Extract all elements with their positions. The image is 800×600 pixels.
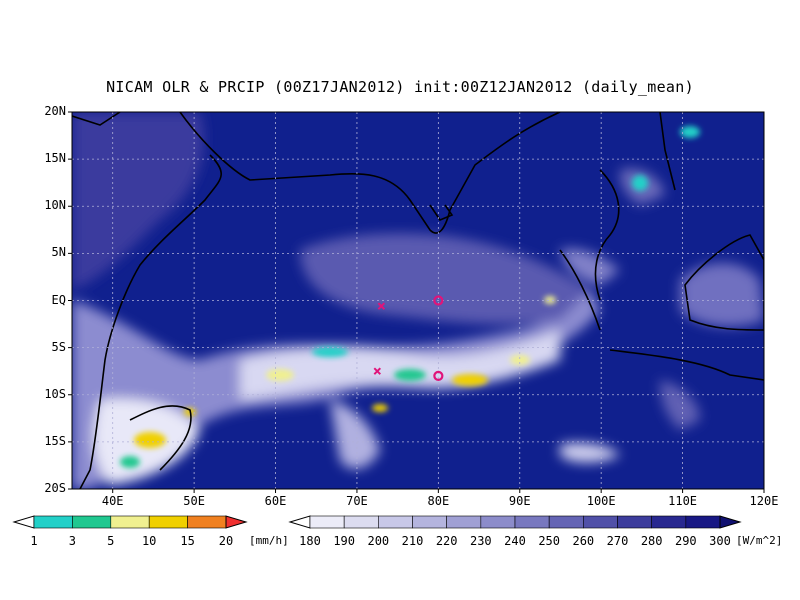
coastlines <box>72 112 764 489</box>
colorbar-label: 280 <box>640 534 663 548</box>
colorbar-label: 180 <box>299 534 321 548</box>
lat-label: 5N <box>51 245 66 260</box>
colorbar-label: 230 <box>469 534 492 548</box>
colorbar-swatch <box>343 515 379 529</box>
lat-label: 15S <box>44 433 66 448</box>
lon-label: 120E <box>749 494 779 508</box>
colorbar-swatch <box>583 515 618 529</box>
colorbar-swatch <box>412 515 447 529</box>
colorbar-label: 290 <box>674 534 697 548</box>
colorbar-label: 1 <box>30 534 38 548</box>
lon-label: 110E <box>668 494 698 508</box>
colorbar-label: 300 <box>709 534 731 548</box>
colorbar-swatch <box>548 515 584 529</box>
colorbar-high-end <box>719 515 742 529</box>
colorbar-label: 240 <box>504 534 526 548</box>
colorbar-swatch <box>480 515 516 529</box>
colorbar-label: 190 <box>333 534 355 548</box>
lon-label: 40E <box>101 494 124 508</box>
lat-label: 10S <box>44 386 66 401</box>
colorbar-label: 20 <box>218 534 234 548</box>
colorbar-label: 5 <box>107 534 115 548</box>
olr-unit: [W/m^2] <box>736 534 783 547</box>
circle-marker <box>433 370 444 381</box>
lat-label: EQ <box>51 292 66 307</box>
colorbar-swatch <box>685 515 721 529</box>
colorbar-label: 10 <box>141 534 157 548</box>
lon-label: 60E <box>264 494 287 508</box>
lat-label: 10N <box>44 198 66 213</box>
lat-lon-grid <box>72 112 764 489</box>
colorbar-high-end <box>225 515 248 529</box>
lat-label: 20S <box>44 481 66 495</box>
colorbar-label: 220 <box>435 534 458 548</box>
precip-unit: [mm/h] <box>249 534 289 547</box>
colorbar-label: 210 <box>401 534 424 548</box>
lon-label: 80E <box>427 494 450 508</box>
colorbar-low-end <box>288 515 311 529</box>
colorbar-swatch <box>446 515 482 529</box>
colorbar-label: 3 <box>68 534 76 548</box>
map-title: NICAM OLR & PRCIP (00Z17JAN2012) init:00… <box>106 78 694 96</box>
axis-ticks <box>68 111 765 493</box>
lon-label: 50E <box>183 494 205 508</box>
lat-label: 15N <box>44 151 66 166</box>
lon-label: 70E <box>346 494 368 508</box>
colorbar-label: 270 <box>606 534 629 548</box>
lon-label: 100E <box>586 494 616 508</box>
x-marker <box>377 302 386 310</box>
lat-label: 5S <box>51 339 66 354</box>
colorbar-swatch <box>309 515 345 529</box>
lon-label: 90E <box>508 494 531 508</box>
lat-label: 20N <box>44 104 66 118</box>
colorbar-swatch <box>617 515 652 529</box>
location-markers <box>373 295 444 381</box>
colorbar-swatch <box>514 515 550 529</box>
x-marker <box>373 367 382 375</box>
colorbar-label: 15 <box>180 534 195 548</box>
colorbar-swatch <box>651 515 687 529</box>
colorbar-label: 200 <box>367 534 390 548</box>
colorbar-label: 250 <box>538 534 560 548</box>
circle-marker <box>433 295 444 306</box>
olr-cloud-field <box>72 112 764 489</box>
colorbar-label: 260 <box>572 534 595 548</box>
colorbar-swatch <box>378 515 413 529</box>
